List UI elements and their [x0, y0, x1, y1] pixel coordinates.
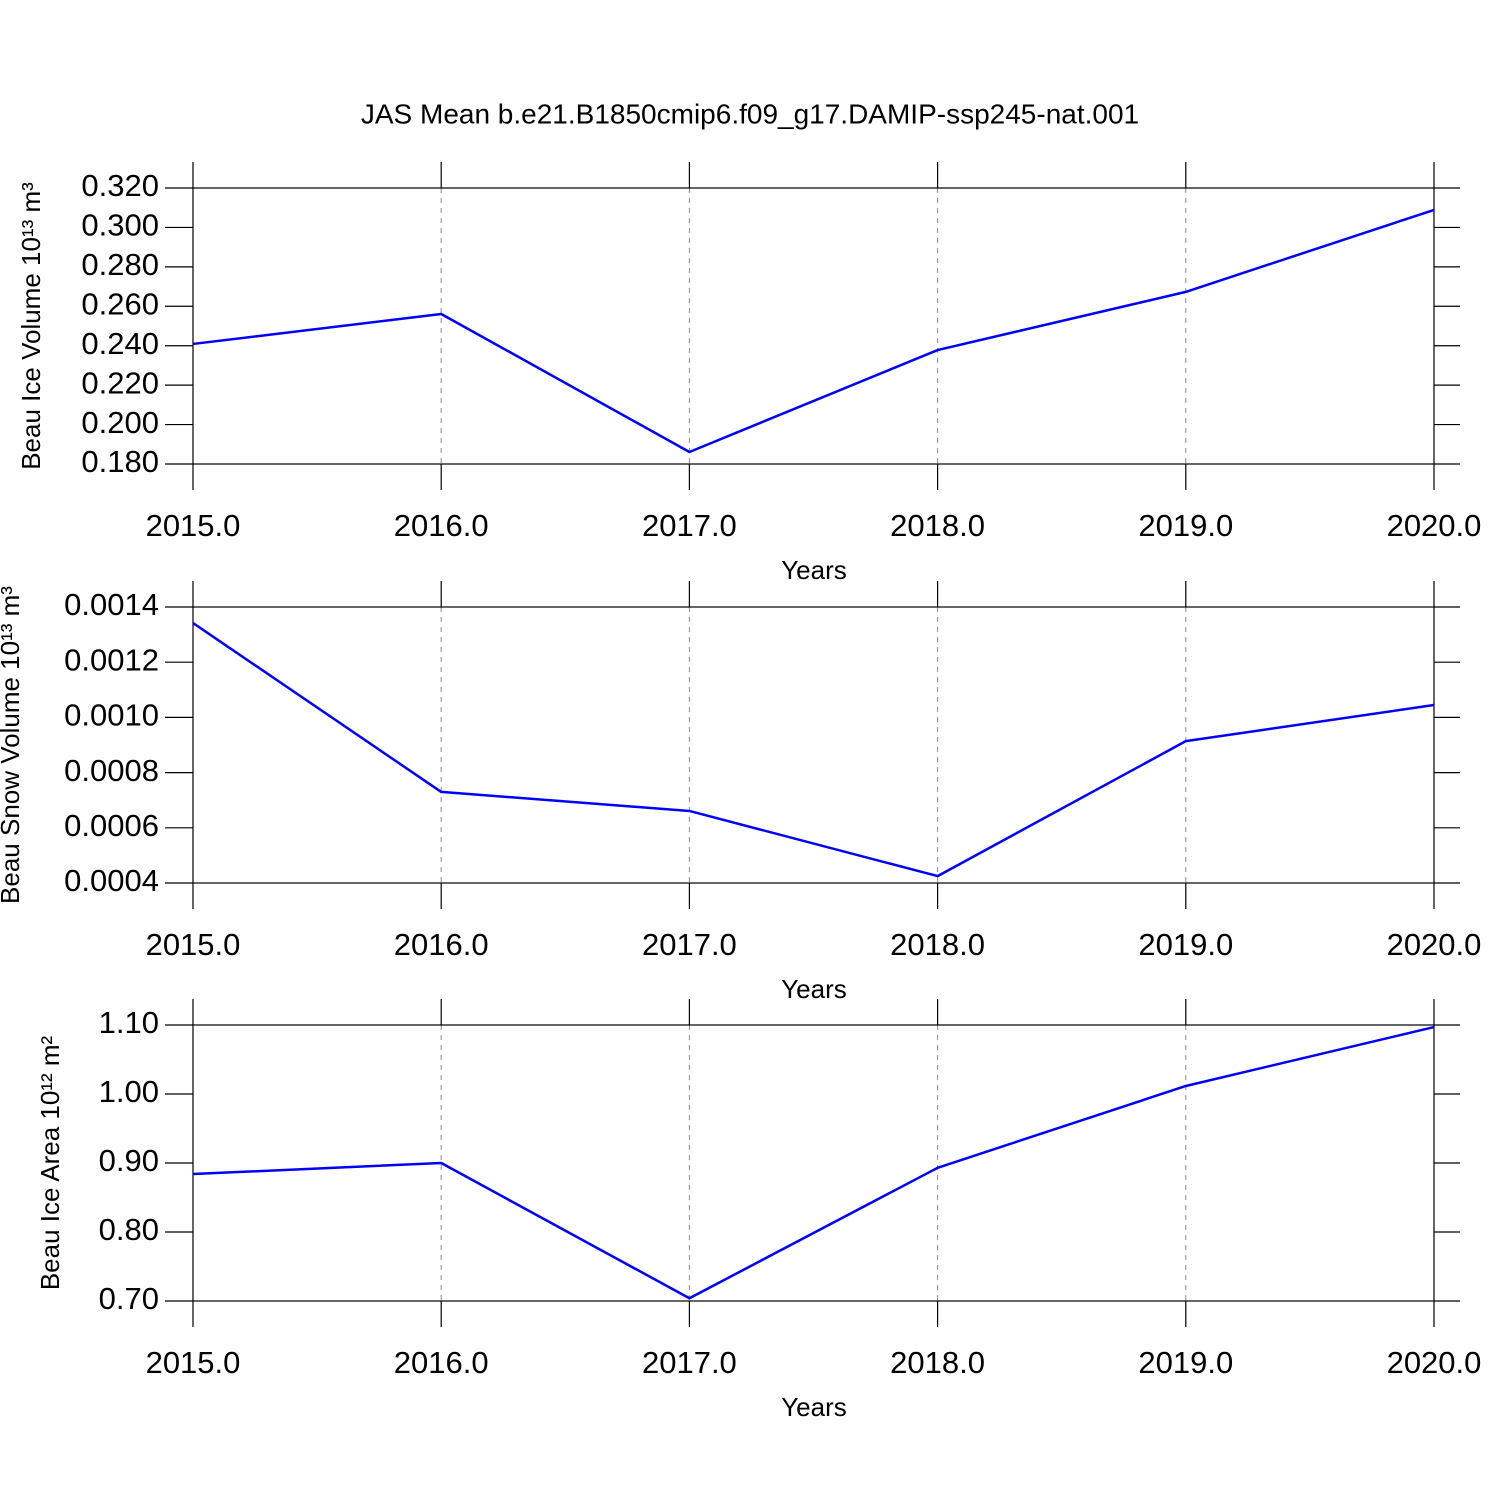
- y-tick-label: 1.00: [99, 1074, 159, 1109]
- x-tick-label: 2016.0: [394, 1345, 489, 1380]
- x-tick-label: 2020.0: [1387, 508, 1482, 543]
- y-tick-label: 0.300: [81, 208, 159, 243]
- y-tick-label: 0.0004: [64, 863, 159, 898]
- x-tick-label: 2019.0: [1138, 1345, 1233, 1380]
- y-tick-label: 0.90: [99, 1143, 159, 1178]
- x-tick-label: 2015.0: [146, 1345, 241, 1380]
- y-axis-title: Beau Ice Area 10¹² m²: [35, 1035, 65, 1290]
- y-tick-label: 0.80: [99, 1212, 159, 1247]
- x-tick-label: 2015.0: [146, 508, 241, 543]
- y-tick-label: 0.240: [81, 326, 159, 361]
- x-tick-label: 2018.0: [890, 1345, 985, 1380]
- x-tick-label: 2017.0: [642, 508, 737, 543]
- x-tick-label: 2019.0: [1138, 927, 1233, 962]
- data-line: [192, 208, 1435, 454]
- x-axis-title: Years: [781, 974, 847, 1004]
- y-tick-label: 0.0012: [64, 642, 159, 677]
- data-line: [192, 621, 1435, 878]
- y-tick-label: 0.200: [81, 405, 159, 440]
- x-tick-label: 2020.0: [1387, 927, 1482, 962]
- plot-frame: [192, 1024, 1435, 1302]
- x-tick-label: 2020.0: [1387, 1345, 1482, 1380]
- x-axis-title: Years: [781, 1392, 847, 1422]
- x-tick-label: 2018.0: [890, 927, 985, 962]
- chart-title: JAS Mean b.e21.B1850cmip6.f09_g17.DAMIP-…: [361, 98, 1139, 129]
- y-axis-title: Beau Snow Volume 10¹³ m³: [0, 586, 25, 904]
- y-tick-label: 0.0010: [64, 698, 159, 733]
- y-tick-label: 0.0006: [64, 808, 159, 843]
- x-tick-label: 2017.0: [642, 1345, 737, 1380]
- x-tick-label: 2015.0: [146, 927, 241, 962]
- data-line: [192, 1025, 1435, 1300]
- y-tick-label: 0.220: [81, 365, 159, 400]
- y-tick-label: 0.0008: [64, 753, 159, 788]
- x-tick-label: 2018.0: [890, 508, 985, 543]
- x-tick-label: 2017.0: [642, 927, 737, 962]
- x-tick-label: 2016.0: [394, 508, 489, 543]
- x-tick-label: 2016.0: [394, 927, 489, 962]
- y-tick-label: 0.280: [81, 247, 159, 282]
- y-tick-label: 1.10: [99, 1005, 159, 1040]
- y-tick-label: 0.260: [81, 286, 159, 321]
- y-tick-label: 0.70: [99, 1281, 159, 1316]
- y-tick-label: 0.320: [81, 168, 159, 203]
- y-tick-label: 0.0014: [64, 587, 159, 622]
- y-tick-label: 0.180: [81, 444, 159, 479]
- x-axis-title: Years: [781, 555, 847, 585]
- y-axis-title: Beau Ice Volume 10¹³ m³: [16, 182, 46, 470]
- x-tick-label: 2019.0: [1138, 508, 1233, 543]
- plot-frame: [192, 187, 1435, 465]
- plot-frame: [192, 606, 1435, 884]
